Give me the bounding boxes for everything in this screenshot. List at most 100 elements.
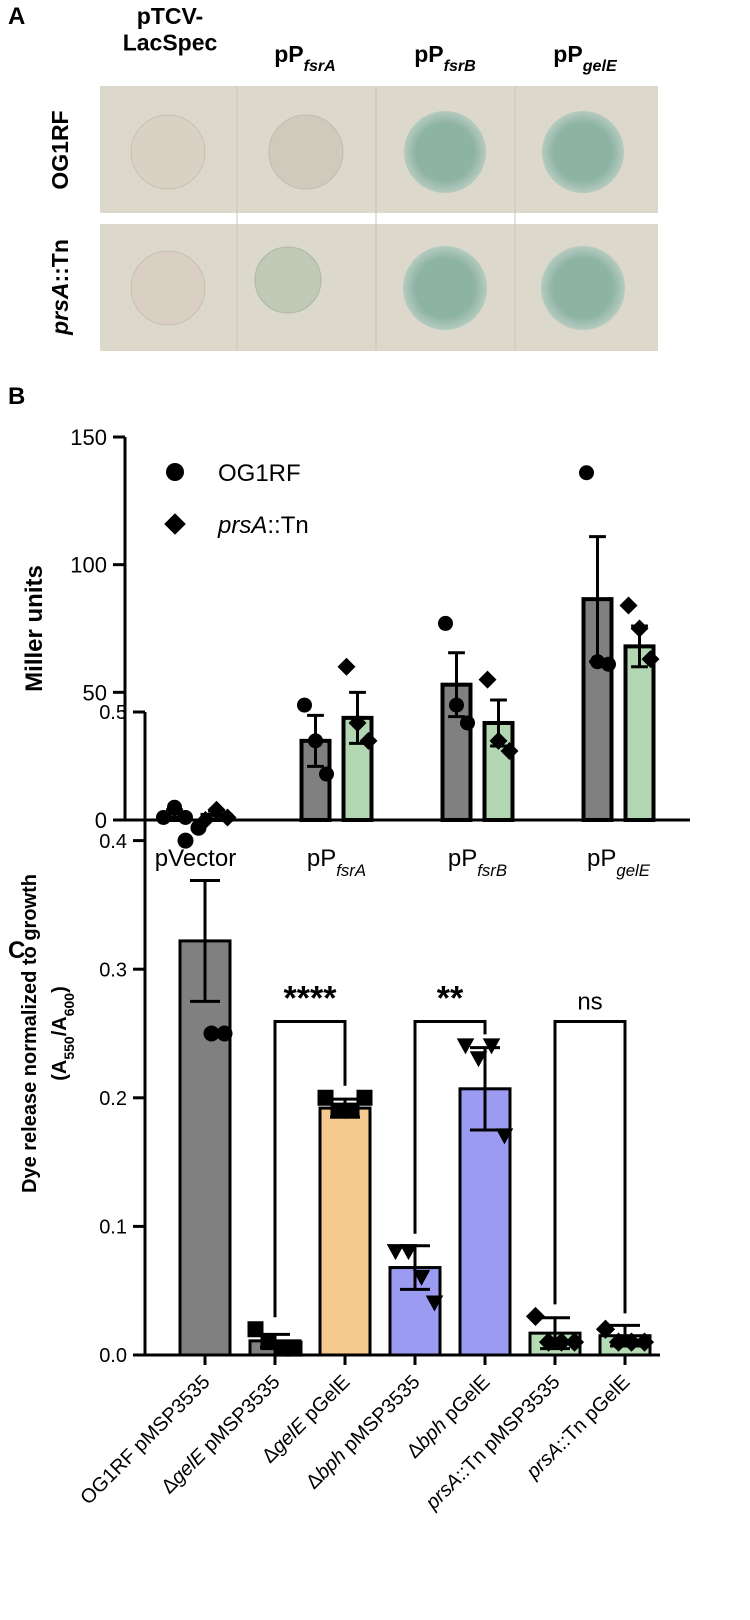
column-label: pPfsrA	[274, 41, 336, 75]
text-part: prsA	[217, 512, 267, 539]
legend-marker	[164, 513, 186, 535]
data-point	[425, 1295, 444, 1312]
text-part: fsrB	[477, 861, 507, 880]
significance-label: **	[437, 980, 464, 1018]
significance-label: ns	[577, 989, 602, 1016]
bar	[318, 1106, 372, 1357]
colony-spot	[403, 246, 487, 330]
data-point	[621, 1332, 642, 1352]
x-tick-label: OG1RF pMSP3535	[76, 1371, 214, 1509]
bar	[623, 644, 656, 823]
data-point	[460, 715, 475, 731]
panel-label: B	[8, 383, 25, 410]
data-point	[343, 1102, 360, 1119]
text-part: (A	[49, 1060, 71, 1081]
x-tick-label: prsA::Tn pMSP3535	[421, 1371, 565, 1515]
colony-spot	[130, 250, 206, 326]
colony-spot	[542, 111, 624, 193]
y-tick-label: 0.0	[99, 1345, 127, 1367]
data-point	[317, 1089, 334, 1106]
data-point	[190, 819, 207, 836]
text-part: pGelE	[436, 1371, 495, 1430]
data-point	[634, 1332, 655, 1352]
data-point	[207, 800, 226, 819]
data-point	[601, 656, 616, 672]
data-point	[216, 1025, 233, 1042]
significance-label: ****	[284, 980, 338, 1018]
data-point	[564, 1332, 585, 1352]
text-part: fsrA	[304, 57, 336, 75]
data-point	[500, 742, 519, 761]
data-point	[495, 1128, 514, 1145]
text-part: pP	[587, 845, 616, 872]
y-tick-label: 0.5	[99, 702, 127, 724]
data-point	[348, 713, 367, 732]
data-point	[218, 808, 237, 827]
data-point	[482, 1038, 501, 1055]
data-point	[167, 799, 182, 815]
text-part: ::Tn pGelE	[551, 1371, 634, 1454]
row-label: prsA::Tn	[47, 239, 73, 336]
text-part: 550	[61, 1036, 77, 1060]
data-point	[595, 1319, 616, 1339]
text-part: )	[49, 986, 71, 993]
data-point	[203, 1025, 220, 1042]
x-tick-label: pVector	[155, 845, 236, 872]
data-point	[178, 809, 193, 825]
data-point	[337, 657, 356, 676]
data-point	[399, 1244, 418, 1261]
text-part: OG1RF	[218, 460, 301, 487]
data-point	[286, 1340, 303, 1357]
data-point	[156, 809, 171, 825]
data-point	[359, 731, 378, 750]
legend-label: prsA::Tn	[217, 512, 309, 539]
panel-label: C	[8, 937, 25, 964]
y-tick-label: 150	[70, 425, 107, 450]
colony-spot	[268, 114, 344, 190]
y-tick-label: 0.1	[99, 1217, 127, 1239]
bar	[178, 939, 232, 1357]
data-point	[630, 619, 649, 638]
error-bar	[190, 878, 220, 1003]
data-point	[260, 1334, 277, 1351]
data-point	[177, 832, 194, 849]
data-point	[469, 1051, 488, 1068]
column-label: pPfsrB	[414, 41, 476, 75]
data-point	[247, 1321, 264, 1338]
y-tick-label: 0.3	[99, 959, 127, 981]
data-point	[538, 1332, 559, 1352]
data-point	[273, 1340, 290, 1357]
text-part: fsrB	[444, 57, 477, 75]
x-tick-label: pPfsrA	[307, 845, 366, 880]
y-axis-label: Miller units	[21, 565, 48, 692]
text-part: pP	[274, 41, 303, 67]
data-point	[330, 1102, 347, 1119]
data-point	[356, 1089, 373, 1106]
y-axis-label: Dye release normalized to growth	[19, 874, 41, 1193]
row-label: OG1RF	[47, 110, 73, 189]
text-part: OG1RF pMSP3535	[76, 1371, 214, 1509]
text-part: pGelE	[296, 1371, 355, 1430]
colony-spot	[541, 246, 625, 330]
column-label: pTCV-LacSpec	[123, 3, 218, 55]
text-part: pP	[448, 845, 477, 872]
text-part: pVector	[155, 845, 236, 872]
text-part: prsA	[47, 283, 73, 336]
text-part: pTCV-	[137, 3, 203, 29]
y-tick-label: 0.4	[99, 831, 127, 853]
column-label: pPgelE	[553, 41, 618, 75]
text-part: /A	[49, 1016, 71, 1036]
x-tick-label: ΔgelE pMSP3535	[157, 1371, 284, 1498]
text-part: fsrA	[336, 861, 366, 880]
data-point	[412, 1269, 431, 1286]
data-point	[551, 1332, 572, 1352]
text-part: LacSpec	[123, 29, 218, 55]
colony-spot	[254, 246, 322, 314]
text-part: ::Tn	[267, 512, 308, 539]
legend-marker	[166, 463, 184, 481]
text-part: OG1RF	[47, 110, 73, 189]
text-part: pP	[553, 41, 582, 67]
data-point	[478, 670, 497, 689]
text-part: gelE	[616, 861, 650, 880]
